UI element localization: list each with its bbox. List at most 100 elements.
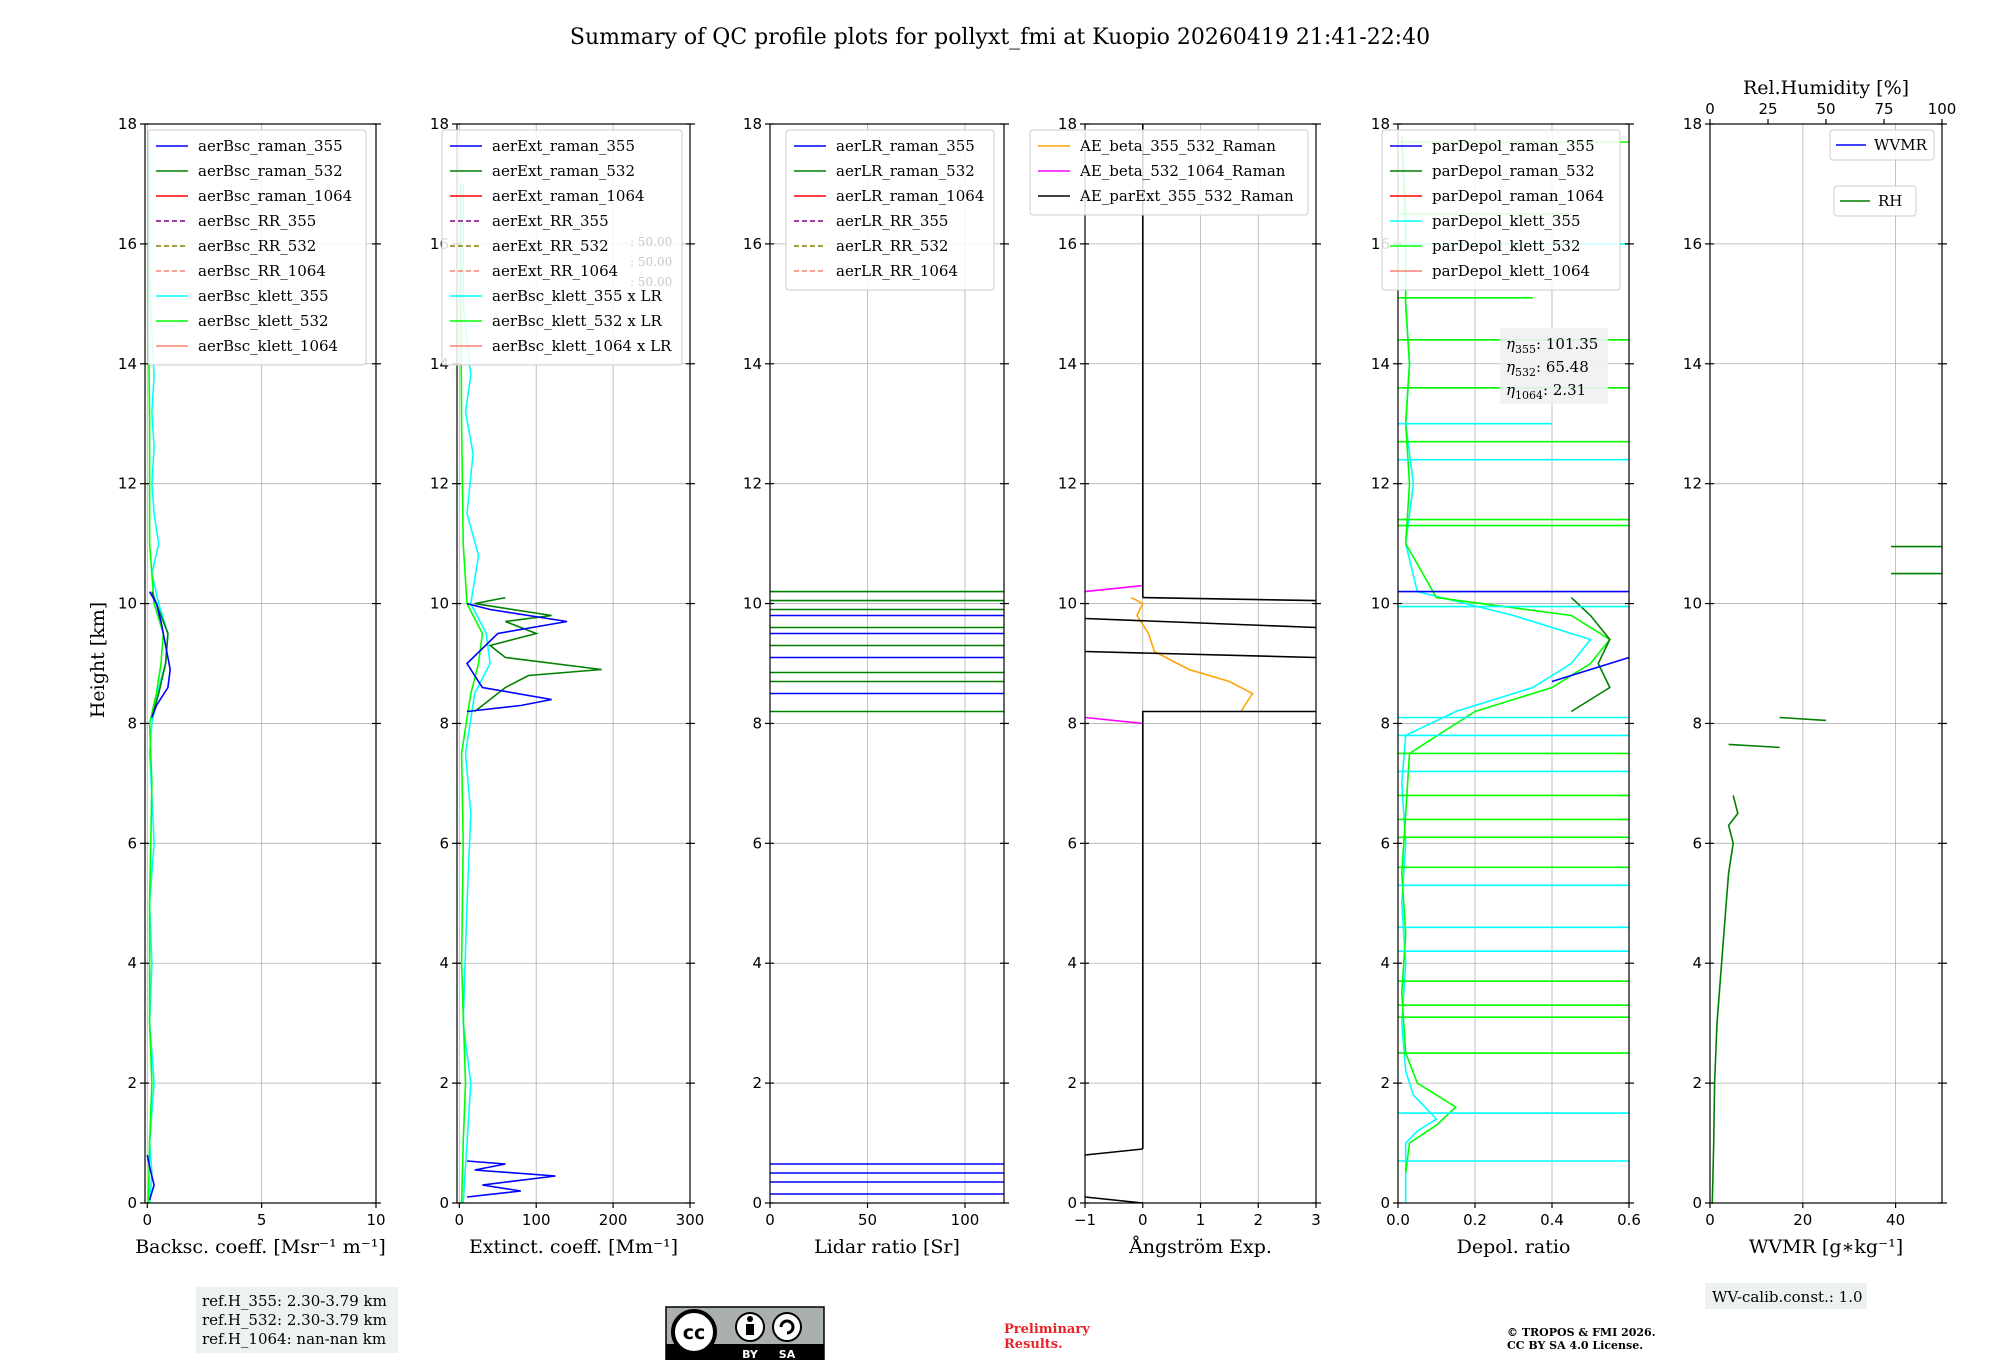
- series-line-aerExt_raman_355: [465, 602, 568, 713]
- y-tick-label: 12: [1371, 475, 1390, 493]
- figure-title: Summary of QC profile plots for pollyxt_…: [570, 25, 1430, 50]
- series-line-AE_parExt_355_532_Raman: [1085, 650, 1316, 659]
- y-tick-label: 2: [1067, 1074, 1077, 1092]
- top-x-tick-label: 25: [1758, 100, 1777, 118]
- legend-label: parDepol_klett_1064: [1432, 262, 1590, 280]
- y-tick-label: 2: [1692, 1074, 1702, 1092]
- series-line-AE_parExt_355_532_Raman: [1142, 710, 1316, 1149]
- wv-calib-text: WV-calib.const.: 1.0: [1712, 1288, 1863, 1306]
- y-tick-label: 14: [743, 355, 762, 373]
- series-line-AE_parExt_355_532_Raman: [1142, 596, 1316, 602]
- legend-label: aerLR_raman_532: [836, 162, 975, 180]
- y-tick-label: 4: [127, 954, 137, 972]
- x-tick-label: 100: [951, 1211, 980, 1229]
- top-x-axis-label: Rel.Humidity [%]: [1743, 77, 1909, 99]
- top-x-tick-label: 0: [1705, 100, 1715, 118]
- y-tick-label: 12: [430, 475, 449, 493]
- lr-faint-label: : 50.00: [630, 255, 672, 269]
- copyright-line1: © TROPOS & FMI 2026.: [1507, 1326, 1656, 1339]
- sa-arrow-icon: [779, 1319, 795, 1335]
- y-tick-label: 6: [752, 834, 762, 852]
- y-tick-label: 4: [752, 954, 762, 972]
- legend-label: AE_beta_532_1064_Raman: [1079, 162, 1286, 180]
- eta-532: η532: 65.48: [1506, 358, 1589, 379]
- series-group: [146, 136, 172, 1203]
- series-line-aerExt_raman_532: [474, 596, 602, 713]
- legend-label: aerLR_raman_355: [836, 137, 975, 155]
- y-tick-label: 2: [752, 1074, 762, 1092]
- y-tick-label: 6: [127, 834, 137, 852]
- x-tick-label: 20: [1793, 1211, 1812, 1229]
- legend-label: aerBsc_raman_355: [198, 137, 343, 155]
- legend-label: parDepol_raman_532: [1432, 162, 1595, 180]
- y-tick-label: 18: [1058, 115, 1077, 133]
- y-tick-label: 0: [1692, 1194, 1702, 1212]
- y-tick-label: 4: [1380, 954, 1390, 972]
- y-tick-label: 2: [1380, 1074, 1390, 1092]
- y-tick-label: 16: [1058, 235, 1077, 253]
- series-line-aerBsc_raman_355: [148, 591, 172, 718]
- y-tick-label: 8: [752, 714, 762, 732]
- ref-height-1064: ref.H_1064: nan-nan km: [202, 1330, 386, 1348]
- legend-label: WVMR: [1874, 136, 1928, 154]
- eta-355: η355: 101.35: [1506, 335, 1598, 356]
- series-line-RH: [1779, 716, 1827, 722]
- x-axis-label: Backsc. coeff. [Msr⁻¹ m⁻¹]: [135, 1236, 386, 1258]
- x-axis-label: WVMR [g∗kg⁻¹]: [1749, 1236, 1903, 1258]
- wv-calib-bg: [1705, 1283, 1867, 1309]
- series-group: [1398, 135, 1629, 1203]
- y-tick-label: 4: [439, 954, 449, 972]
- series-line-AE_beta_532_1064_Raman: [1085, 716, 1143, 725]
- legend-label: aerBsc_klett_532: [198, 312, 329, 330]
- series-line-RH: [1728, 743, 1780, 749]
- legend-label: aerExt_RR_1064: [492, 262, 618, 280]
- y-tick-label: 0: [439, 1194, 449, 1212]
- x-tick-label: 300: [676, 1211, 705, 1229]
- series-line-AE_parExt_355_532_Raman: [1085, 1148, 1143, 1156]
- legend-label: parDepol_klett_355: [1432, 212, 1581, 230]
- legend-box: [1829, 129, 1935, 161]
- legend-box: [1381, 129, 1621, 291]
- cc-license-badge: cc BY SA: [665, 1306, 825, 1360]
- y-tick-label: 12: [118, 475, 137, 493]
- cc-circle-icon: [671, 1309, 717, 1355]
- x-tick-label: 0.4: [1540, 1211, 1564, 1229]
- y-tick-label: 4: [1067, 954, 1077, 972]
- legend-label: aerExt_raman_355: [492, 137, 635, 155]
- y-tick-label: 16: [118, 235, 137, 253]
- series-line-parDepol_klett_532: [1400, 135, 1611, 1174]
- y-tick-label: 10: [1371, 595, 1390, 613]
- x-tick-label: 0: [1138, 1211, 1148, 1229]
- series-line-aerExt_raman_355: [466, 1160, 556, 1198]
- y-tick-label: 18: [1683, 115, 1702, 133]
- y-tick-label: 12: [743, 475, 762, 493]
- legend-label: aerBsc_raman_532: [198, 162, 343, 180]
- y-axis-label: Height [km]: [87, 602, 109, 718]
- ref-height-532: ref.H_532: 2.30-3.79 km: [202, 1311, 387, 1329]
- series-line-parDepol_raman_355: [1551, 656, 1629, 683]
- legend-label: aerLR_RR_355: [836, 212, 948, 230]
- x-tick-label: 40: [1886, 1211, 1905, 1229]
- legend-label: aerBsc_raman_1064: [198, 187, 352, 205]
- legend-label: aerBsc_klett_1064 x LR: [492, 337, 672, 355]
- legend-box: [1029, 129, 1309, 216]
- y-tick-label: 14: [118, 355, 137, 373]
- ref-heights-box: ref.H_355: 2.30-3.79 km ref.H_532: 2.30-…: [196, 1287, 398, 1353]
- x-axis-label: Extinct. coeff. [Mm⁻¹]: [469, 1236, 678, 1258]
- legend-label: aerBsc_klett_355 x LR: [492, 287, 663, 305]
- y-tick-label: 6: [1692, 834, 1702, 852]
- legend-label: RH: [1878, 192, 1902, 210]
- series-line-AE_parExt_355_532_Raman: [1085, 1196, 1143, 1203]
- top-x-tick-label: 100: [1928, 100, 1957, 118]
- y-tick-label: 0: [1067, 1194, 1077, 1212]
- y-tick-label: 12: [1683, 475, 1702, 493]
- x-tick-label: 10: [366, 1211, 385, 1229]
- y-tick-label: 10: [1683, 595, 1702, 613]
- lr-faint-labels: : 50.00 : 50.00 : 50.00: [630, 235, 672, 289]
- legend-label: aerExt_RR_355: [492, 212, 609, 230]
- legend-label: aerBsc_klett_532 x LR: [492, 312, 663, 330]
- by-text: BY: [742, 1348, 759, 1360]
- legend-label: aerExt_raman_532: [492, 162, 635, 180]
- x-tick-label: 200: [599, 1211, 628, 1229]
- y-tick-label: 8: [439, 714, 449, 732]
